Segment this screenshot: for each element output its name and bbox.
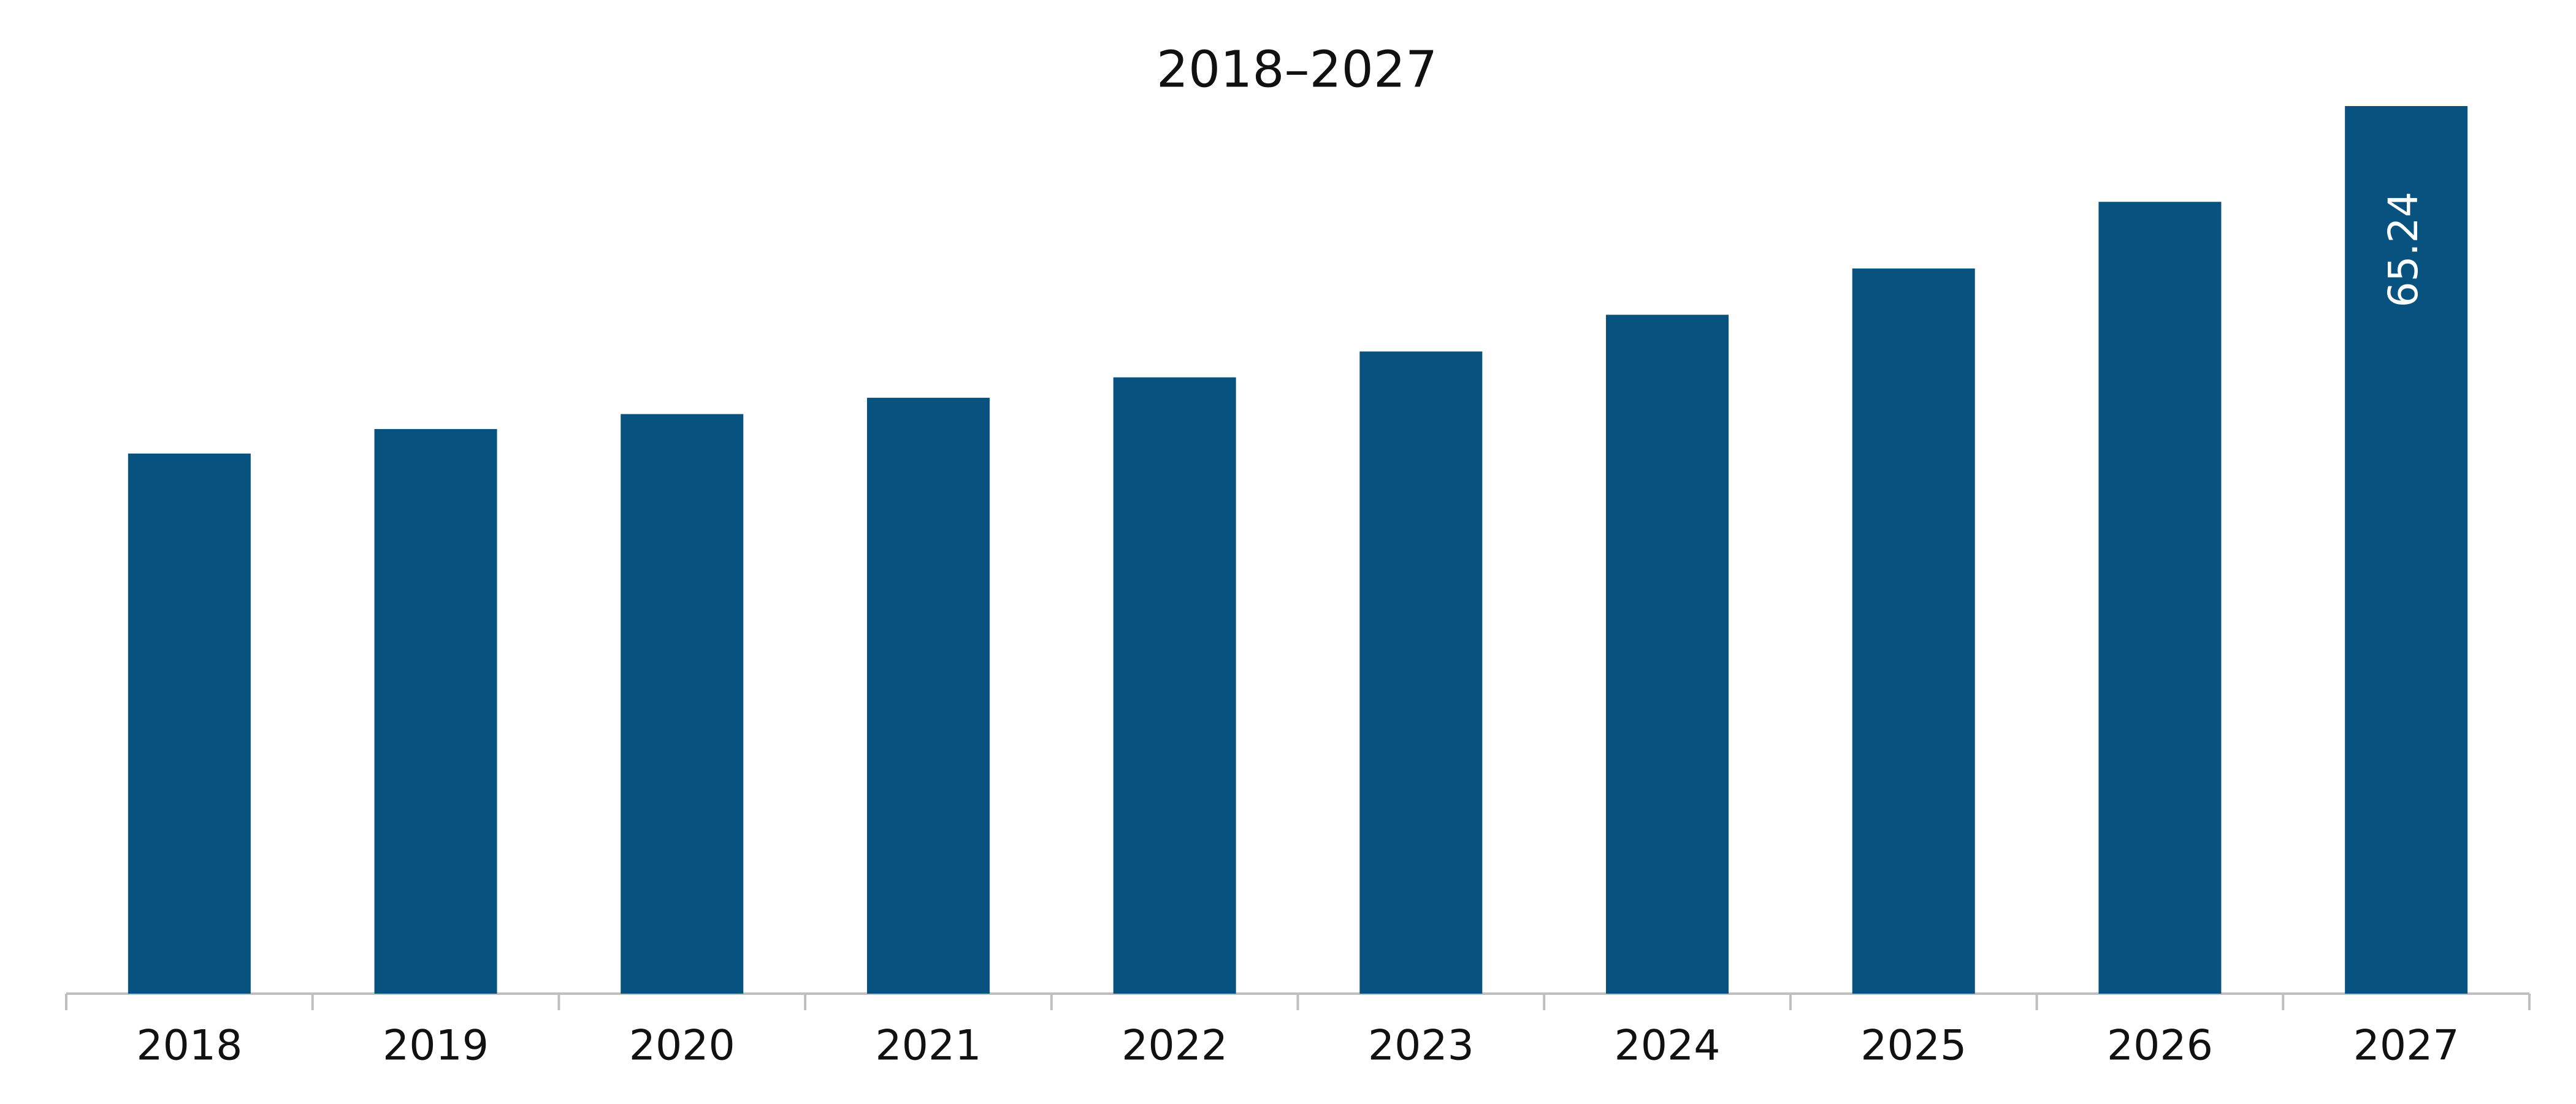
- x-tick-label: 2026: [2107, 1022, 2213, 1070]
- x-tick-label: 2024: [1615, 1022, 1721, 1070]
- bar: [1113, 377, 1236, 994]
- bar: [128, 453, 251, 994]
- x-tick-label: 2025: [1860, 1022, 1966, 1070]
- bar: [374, 428, 497, 994]
- value-label: 65.24: [2380, 192, 2427, 308]
- x-tick-label: 2020: [629, 1022, 735, 1070]
- bar: [2345, 106, 2468, 994]
- x-tick-label: 2027: [2353, 1022, 2459, 1070]
- bar: [621, 414, 744, 994]
- x-tick-label: 2022: [1122, 1022, 1228, 1070]
- bar: [1852, 268, 1975, 994]
- bar: [1606, 314, 1729, 994]
- chart-title: 2018–2027: [1156, 40, 1437, 99]
- bar: [1359, 351, 1483, 994]
- bar: [866, 397, 990, 994]
- x-tick-label: 2021: [875, 1022, 981, 1070]
- x-tick-label: 2023: [1368, 1022, 1474, 1070]
- x-tick-label: 2018: [136, 1022, 242, 1070]
- x-tick-label: 2019: [383, 1022, 489, 1070]
- bar: [2098, 202, 2222, 994]
